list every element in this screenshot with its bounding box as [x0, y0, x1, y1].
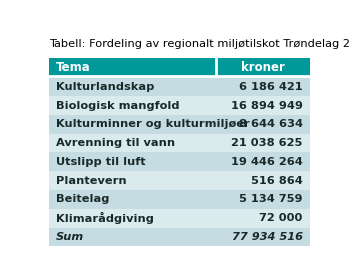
Bar — [49, 171, 216, 190]
Bar — [216, 209, 309, 228]
Text: 516 864: 516 864 — [251, 176, 303, 186]
Bar — [49, 58, 309, 76]
Text: Tabell: Fordeling av regionalt miljøtilskot Trøndelag 2021: Tabell: Fordeling av regionalt miljøtils… — [49, 39, 350, 49]
Text: Kulturlandskap: Kulturlandskap — [56, 82, 154, 92]
Bar — [216, 77, 309, 96]
Bar — [216, 96, 309, 115]
Bar — [49, 115, 216, 134]
Bar — [216, 228, 309, 246]
Text: Sum: Sum — [56, 232, 84, 242]
Text: 8 644 634: 8 644 634 — [239, 119, 303, 129]
Bar — [49, 153, 216, 171]
Bar — [216, 115, 309, 134]
Bar — [49, 228, 216, 246]
Bar — [49, 209, 216, 228]
Text: 72 000: 72 000 — [259, 213, 303, 223]
Bar — [49, 134, 216, 153]
Text: 5 134 759: 5 134 759 — [239, 194, 303, 204]
Text: Avrenning til vann: Avrenning til vann — [56, 138, 175, 148]
Text: Klimarådgiving: Klimarådgiving — [56, 212, 154, 224]
Text: Beitelag: Beitelag — [56, 194, 109, 204]
Bar — [216, 134, 309, 153]
Text: 6 186 421: 6 186 421 — [239, 82, 303, 92]
Bar — [49, 77, 216, 96]
Text: Kulturminner og kulturmiljøer: Kulturminner og kulturmiljøer — [56, 119, 250, 129]
Text: Tema: Tema — [56, 61, 91, 74]
Text: 16 894 949: 16 894 949 — [231, 101, 303, 111]
Text: Utslipp til luft: Utslipp til luft — [56, 157, 146, 167]
Text: Biologisk mangfold: Biologisk mangfold — [56, 101, 180, 111]
Bar — [216, 190, 309, 209]
Text: 77 934 516: 77 934 516 — [232, 232, 303, 242]
Text: Plantevern: Plantevern — [56, 176, 127, 186]
Bar — [49, 190, 216, 209]
Text: 21 038 625: 21 038 625 — [231, 138, 303, 148]
Text: 19 446 264: 19 446 264 — [231, 157, 303, 167]
Text: kroner: kroner — [241, 61, 285, 74]
Bar — [49, 96, 216, 115]
Bar — [216, 171, 309, 190]
Bar — [216, 153, 309, 171]
